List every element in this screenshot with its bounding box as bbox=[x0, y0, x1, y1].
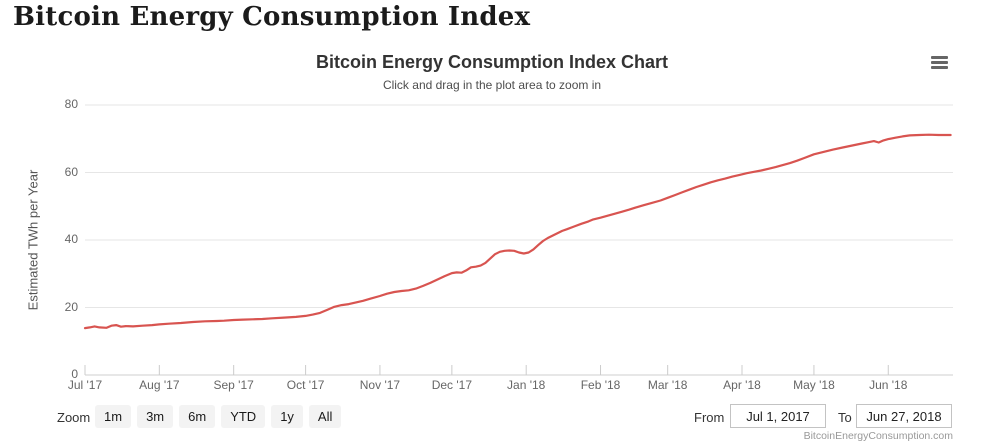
x-tick-label: Apr '18 bbox=[723, 378, 761, 392]
export-menu-button[interactable] bbox=[931, 56, 951, 74]
x-tick-label: Mar '18 bbox=[647, 378, 688, 392]
x-tick-label: Aug '17 bbox=[139, 378, 180, 392]
x-tick-label: Jun '18 bbox=[869, 378, 908, 392]
x-tick-label: Nov '17 bbox=[359, 378, 401, 392]
from-label: From bbox=[694, 410, 725, 425]
y-tick-label: 20 bbox=[64, 299, 78, 314]
x-tick-label: Feb '18 bbox=[580, 378, 621, 392]
x-tick-label: Jan '18 bbox=[507, 378, 546, 392]
x-tick-label: May '18 bbox=[793, 378, 835, 392]
credit-link[interactable]: BitcoinEnergyConsumption.com bbox=[803, 430, 953, 442]
zoom-button-ytd[interactable]: YTD bbox=[221, 405, 266, 428]
page-title: Bitcoin Energy Consumption Index bbox=[13, 2, 531, 32]
zoom-button-1y[interactable]: 1y bbox=[271, 405, 303, 428]
chart-title: Bitcoin Energy Consumption Index Chart bbox=[315, 52, 669, 72]
y-tick-label: 60 bbox=[64, 164, 78, 179]
x-tick-label: Oct '17 bbox=[286, 378, 325, 392]
y-tick-label: 0 bbox=[71, 367, 78, 381]
x-tick-label: Dec '17 bbox=[431, 378, 473, 392]
to-label: To bbox=[838, 410, 852, 425]
zoom-label: Zoom bbox=[57, 410, 91, 425]
x-tick-label: Sep '17 bbox=[213, 378, 254, 392]
from-date-input[interactable] bbox=[730, 404, 826, 428]
zoom-button-3m[interactable]: 3m bbox=[137, 405, 174, 428]
y-tick-label: 40 bbox=[64, 232, 78, 246]
zoom-button-all[interactable]: All bbox=[308, 405, 342, 428]
series-line bbox=[83, 133, 952, 330]
zoom-button-1m[interactable]: 1m bbox=[95, 405, 132, 428]
hamburger-menu-icon bbox=[931, 66, 948, 69]
zoom-buttons-group: 1m 3m 6m YTD 1y All bbox=[95, 405, 342, 428]
hamburger-menu-icon bbox=[931, 61, 948, 64]
plot-area[interactable] bbox=[85, 105, 953, 375]
hamburger-menu-icon bbox=[931, 56, 948, 59]
chart-subtitle: Click and drag in the plot area to zoom … bbox=[382, 78, 602, 92]
x-tick-label: Jul '17 bbox=[67, 378, 103, 392]
zoom-button-6m[interactable]: 6m bbox=[179, 405, 216, 428]
y-tick-label: 80 bbox=[64, 97, 78, 111]
to-date-input[interactable] bbox=[856, 404, 952, 428]
